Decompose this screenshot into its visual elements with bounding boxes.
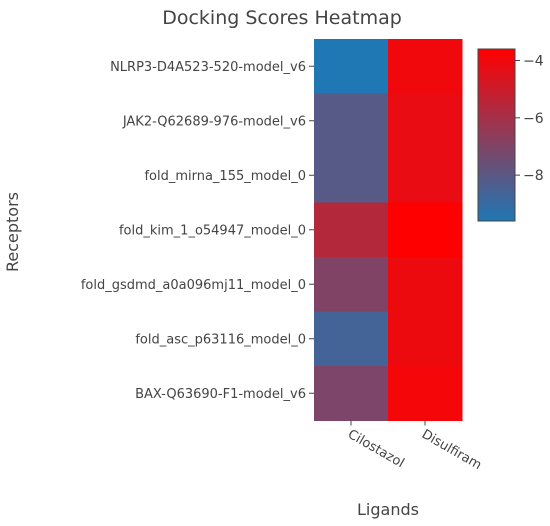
heatmap-cell [388,311,463,367]
colorbar-tick-label: −4 [523,53,544,69]
heatmap-cell [388,39,463,94]
heatmap-cell [314,257,389,312]
colorbar-tick-label: −6 [523,111,544,127]
y-axis-title: Receptors [3,192,22,272]
heatmap-cell [314,311,389,367]
heatmap-cell [388,202,463,258]
y-tick-label: JAK2-Q62689-976-model_v6 [122,114,306,129]
heatmap-cell [314,93,389,149]
heatmap-cell [314,366,389,421]
chart-title: Docking Scores Heatmap [162,7,402,29]
colorbar-gradient [477,48,516,222]
y-tick-label: fold_mirna_155_model_0 [144,169,306,184]
y-tick-label: fold_kim_1_o54947_model_0 [119,223,306,238]
y-tick-label: BAX-Q63690-F1-model_v6 [135,387,306,402]
y-tick-label: fold_gsdmd_a0a096mj11_model_0 [81,278,306,293]
y-axis-ticks: NLRP3-D4A523-520-model_v6 JAK2-Q62689-976… [81,60,314,402]
heatmap-cell [314,202,389,258]
x-axis-ticks: Cilostazol Disulfiram [345,420,484,473]
heatmap-cell [388,366,463,421]
colorbar-ticks: −4 −6 −8 [515,53,544,184]
colorbar-tick-label: −8 [523,168,544,184]
heatmap-cell [388,148,463,203]
heatmap-cell [388,257,463,312]
heatmap-cell [388,93,463,149]
heatmap-cell [314,148,389,203]
y-tick-label: NLRP3-D4A523-520-model_v6 [110,60,306,75]
x-tick-label: Disulfiram [419,427,484,473]
x-axis-title: Ligands [357,500,419,519]
y-tick-label: fold_asc_p63116_model_0 [135,332,306,347]
colorbar: −4 −6 −8 [477,48,544,222]
x-tick-label: Cilostazol [345,427,407,471]
heatmap-cell [314,39,389,94]
heatmap-cells [314,39,463,421]
